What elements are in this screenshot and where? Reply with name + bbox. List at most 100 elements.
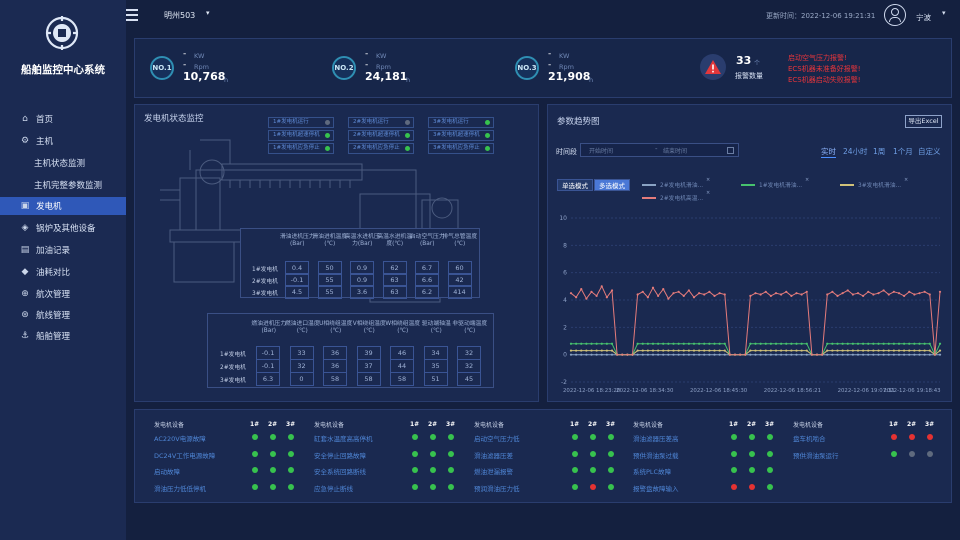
series-point: [703, 353, 706, 356]
table-header: V相绕组温度(℃): [352, 321, 386, 334]
legend-close-icon[interactable]: ×: [805, 177, 810, 183]
selection-mode-button[interactable]: 单选模式: [557, 179, 593, 191]
start-time-input[interactable]: 开始时间: [589, 148, 614, 155]
legend-close-icon[interactable]: ×: [706, 190, 711, 196]
series-point: [580, 349, 583, 352]
equipment-alarm-label: 预供滑油泵过载: [633, 451, 679, 460]
nav-item[interactable]: ⊛ 航线管理: [0, 306, 126, 324]
time-range-picker[interactable]: 开始时间 - 结束时间: [580, 143, 739, 157]
nav-item[interactable]: ◆ 油耗对比: [0, 263, 126, 281]
nav-item[interactable]: 主机状态监测: [0, 154, 126, 172]
series-point: [928, 349, 931, 352]
time-range-tab[interactable]: 1周: [873, 147, 886, 156]
status-indicator-icon: [412, 450, 418, 457]
table-cell: 3.6: [350, 285, 374, 299]
series-point: [616, 353, 619, 356]
nav-item-label: 发电机: [36, 202, 62, 212]
series-point: [677, 353, 680, 356]
series-point: [610, 289, 614, 292]
series-point: [862, 342, 865, 345]
nav-item[interactable]: 主机完整参数监测: [0, 176, 126, 194]
nav-item[interactable]: ⚙ 主机: [0, 132, 126, 150]
table-cell: 0.9: [350, 273, 374, 287]
series-point: [692, 353, 696, 356]
legend-swatch: [840, 184, 854, 186]
x-tick-label: 2022-12-06 18:23:20: [563, 388, 621, 394]
legend-item[interactable]: 1#发电机滑油... ×: [741, 177, 810, 190]
table-header: 高温水进机温度(℃): [377, 234, 413, 247]
series-point: [718, 342, 721, 345]
series-point: [580, 353, 583, 356]
generator-number-header: 2#: [428, 421, 438, 428]
table-header: 排气总管温度(℃): [442, 234, 478, 247]
generator-status-label: 2#发电机应急停止: [353, 145, 400, 151]
calendar-icon[interactable]: [727, 147, 734, 154]
alarm-message[interactable]: ECS机器启动失败报警!: [788, 76, 861, 84]
user-name[interactable]: 宁波: [916, 13, 931, 22]
y-tick-label: 4: [563, 297, 567, 304]
nav-item[interactable]: ⊕ 航次管理: [0, 285, 126, 303]
status-indicator-icon: [430, 483, 436, 490]
legend-item[interactable]: 3#发电机滑油... ×: [840, 177, 909, 190]
generator-number-header: 3#: [925, 421, 935, 428]
table-cell: 0: [289, 372, 314, 386]
status-indicator-icon: [572, 450, 578, 457]
legend-label: 1#发电机滑油...: [759, 183, 803, 189]
legend-item[interactable]: 2#发电机滑油... ×: [642, 177, 711, 190]
nav-item[interactable]: ⚓ 船舶管理: [0, 327, 126, 345]
menu-toggle-icon[interactable]: [126, 9, 138, 21]
legend-swatch: [741, 184, 755, 186]
generator-number-header: 1#: [889, 421, 899, 428]
table-cell: 33: [289, 346, 314, 360]
series-point: [764, 349, 767, 352]
equipment-alarm-label: 滑油滤器压差: [474, 451, 513, 460]
series-point: [872, 293, 875, 296]
time-range-tab[interactable]: 实时: [821, 147, 836, 158]
legend-close-icon[interactable]: ×: [904, 177, 909, 183]
ship-select[interactable]: 明州503 ▾: [164, 9, 214, 22]
series-point: [851, 342, 854, 345]
nav-item[interactable]: ◈ 锅炉及其他设备: [0, 219, 126, 237]
status-indicator-icon: [448, 450, 454, 457]
legend-close-icon[interactable]: ×: [706, 177, 711, 183]
series-point: [774, 292, 778, 295]
generator-number-header: 1#: [729, 421, 739, 428]
legend-label: 2#发电机滑油...: [660, 183, 704, 189]
x-tick-label: 2022-12-06 18:56:21: [764, 388, 821, 394]
series-point: [908, 342, 911, 345]
series-point: [723, 353, 726, 356]
generator-number-header: 1#: [570, 421, 580, 428]
nav-item-label: 主机状态监测: [34, 159, 86, 169]
time-range-tab[interactable]: 自定义: [918, 147, 941, 156]
avatar-icon[interactable]: [884, 4, 906, 26]
equipment-alarm-label: 预供滑油泵运行: [793, 451, 839, 460]
table-cell: 51: [423, 372, 448, 386]
series-point: [687, 342, 690, 345]
nav-item[interactable]: ▣ 发电机: [0, 197, 126, 215]
series-point: [759, 342, 762, 345]
y-tick-label: 6: [563, 270, 567, 277]
series-point: [662, 353, 665, 356]
time-range-tab[interactable]: 24小时: [843, 147, 868, 156]
legend-item[interactable]: 2#发电机高温... ×: [642, 190, 711, 203]
generator-status-label: 1#发电机超速停机: [273, 132, 320, 138]
export-excel-button[interactable]: 导出Excel: [905, 115, 942, 128]
series-point: [595, 349, 598, 352]
nav-item[interactable]: ⌂ 首页: [0, 110, 126, 128]
series-point: [795, 353, 798, 356]
series-point: [774, 353, 778, 356]
table-cell: 58: [323, 372, 347, 386]
table-cell: 6.3: [256, 372, 280, 386]
alarm-message[interactable]: ECS机器未准备好报警!: [788, 65, 861, 73]
nav-item-label: 锅炉及其他设备: [36, 224, 96, 234]
legend-label: 2#发电机高温...: [660, 196, 704, 202]
end-time-input[interactable]: 结束时间: [663, 148, 688, 155]
selection-mode-button[interactable]: 多选模式: [594, 179, 630, 191]
time-range-tab[interactable]: 1个月: [893, 147, 913, 156]
nav-item[interactable]: ▤ 加油记录: [0, 241, 126, 259]
series-point: [805, 353, 808, 356]
user-menu-chevron-icon[interactable]: ▾: [942, 9, 946, 17]
alarm-message[interactable]: 启动空气压力报警!: [788, 54, 847, 62]
status-indicator-icon: [891, 450, 897, 457]
series-point: [662, 287, 665, 291]
